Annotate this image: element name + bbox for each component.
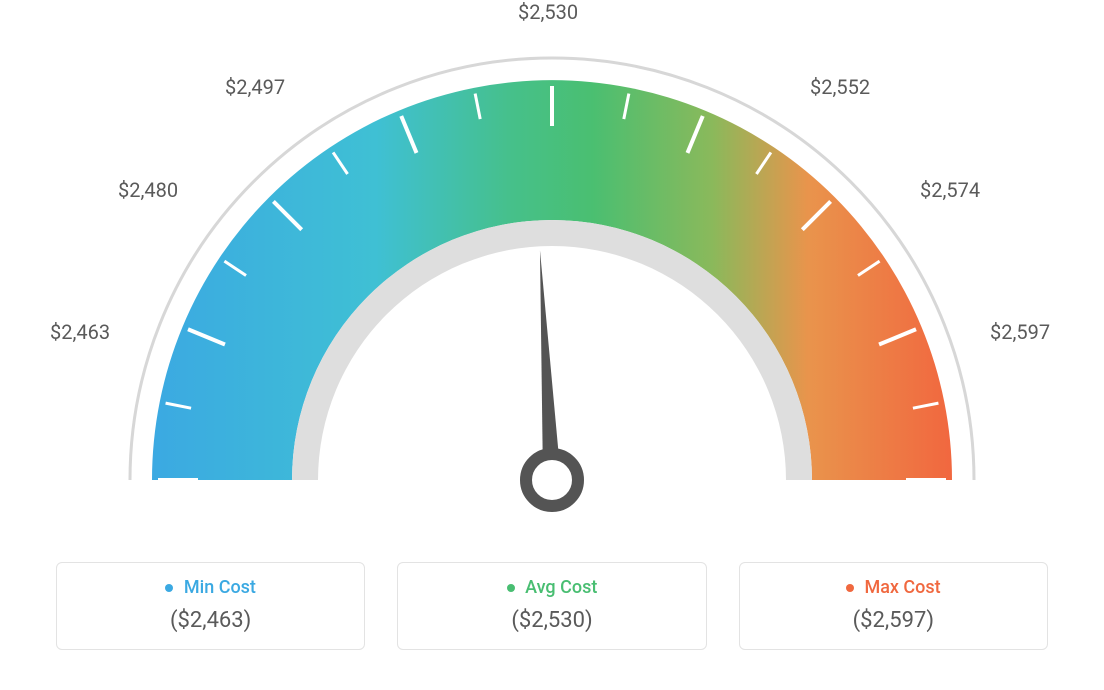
legend-value-min: ($2,463) (57, 608, 364, 633)
legend-label: Avg Cost (525, 577, 597, 598)
legend-title-avg: Avg Cost (398, 577, 705, 598)
legend-row: Min Cost ($2,463) Avg Cost ($2,530) Max … (56, 562, 1048, 650)
dot-icon (507, 584, 515, 592)
legend-card-avg: Avg Cost ($2,530) (397, 562, 706, 650)
legend-title-max: Max Cost (740, 577, 1047, 598)
dot-icon (846, 584, 854, 592)
legend-card-max: Max Cost ($2,597) (739, 562, 1048, 650)
legend-card-min: Min Cost ($2,463) (56, 562, 365, 650)
gauge-tick-label: $2,497 (225, 75, 285, 99)
gauge-tick-label: $2,463 (50, 320, 110, 344)
legend-value-avg: ($2,530) (398, 608, 705, 633)
gauge-svg (0, 0, 1104, 540)
cost-gauge-chart: $2,463 $2,480 $2,497 $2,530 $2,552 $2,574 $2,5… (0, 0, 1104, 540)
legend-label: Min Cost (184, 577, 256, 598)
legend-value-max: ($2,597) (740, 608, 1047, 633)
legend-title-min: Min Cost (57, 577, 364, 598)
gauge-tick-label: $2,552 (810, 75, 870, 99)
gauge-tick-label: $2,530 (518, 0, 578, 24)
gauge-tick-label: $2,597 (990, 320, 1050, 344)
dot-icon (165, 584, 173, 592)
legend-label: Max Cost (864, 577, 940, 598)
gauge-tick-label: $2,574 (920, 178, 980, 202)
gauge-tick-label: $2,480 (118, 178, 178, 202)
